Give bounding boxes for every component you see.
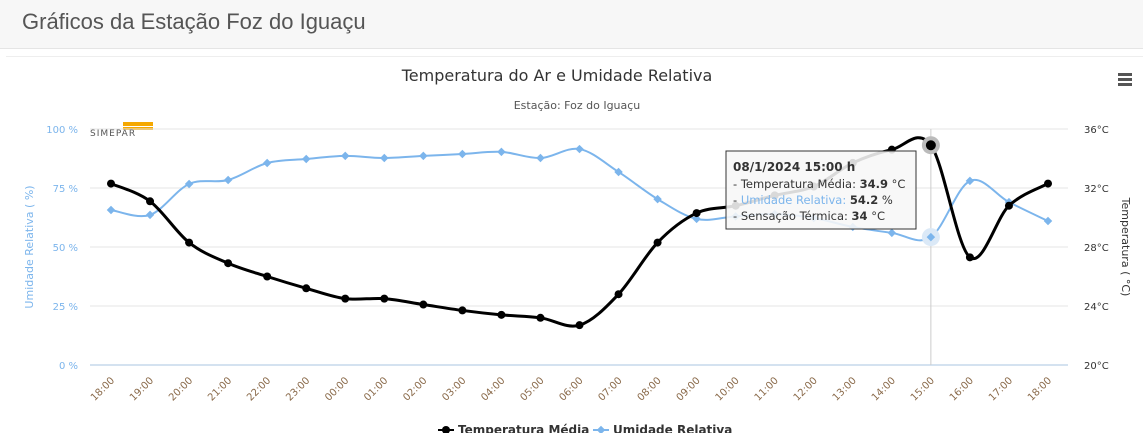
temperature-point[interactable] [146, 197, 155, 206]
humidity-point[interactable] [419, 151, 428, 161]
x-tick: 18:00 [89, 375, 117, 403]
humidity-point[interactable] [575, 144, 584, 154]
temperature-point[interactable] [1004, 201, 1013, 210]
y-right-tick: 36°C [1084, 125, 1109, 136]
temperature-point[interactable] [419, 300, 428, 309]
humidity-point[interactable] [145, 210, 155, 220]
x-tick: 19:00 [128, 375, 156, 403]
y-left-tick: 25 % [53, 302, 78, 313]
humidity-point[interactable] [223, 175, 233, 185]
temperature-point[interactable] [458, 306, 467, 315]
x-tick: 17:00 [987, 375, 1015, 403]
y-left-tick: 50 % [53, 243, 78, 254]
tooltip: 08/1/2024 15:00 h - Temperatura Média: 34… [725, 150, 917, 230]
x-tick: 15:00 [909, 375, 937, 403]
humidity-point[interactable] [341, 151, 350, 161]
tooltip-title: 08/1/2024 15:00 h [733, 160, 855, 174]
x-tick: 16:00 [948, 375, 976, 403]
logo-text: SIMEPAR [90, 129, 136, 139]
temperature-point[interactable] [614, 290, 623, 299]
temperature-point[interactable] [497, 310, 506, 319]
humidity-point[interactable] [380, 153, 389, 163]
temperature-point[interactable] [1044, 179, 1052, 188]
x-tick: 01:00 [362, 375, 390, 403]
x-tick: 10:00 [714, 375, 742, 403]
temperature-point[interactable] [653, 238, 662, 247]
x-tick: 21:00 [206, 375, 234, 403]
humidity-point[interactable] [262, 158, 272, 168]
y-right-tick: 24°C [1084, 302, 1109, 313]
tooltip-box [725, 150, 917, 230]
humidity-point[interactable] [458, 149, 467, 159]
page-title: Gráficos da Estação Foz do Iguaçu [22, 9, 366, 34]
temperature-point[interactable] [224, 259, 233, 268]
x-tick: 23:00 [284, 375, 312, 403]
x-tick: 04:00 [479, 375, 507, 403]
x-tick: 02:00 [401, 375, 429, 403]
y-left-tick: 75 % [53, 184, 78, 195]
tooltip-line: - Temperatura Média: 34.9 °C [733, 177, 905, 191]
y-left-tick: 100 % [46, 125, 78, 136]
humidity-point[interactable] [1043, 216, 1053, 226]
temperature-point[interactable] [263, 272, 272, 281]
x-tick: 12:00 [792, 375, 820, 403]
chart-subtitle: Estação: Foz do Iguaçu [514, 99, 641, 112]
temperature-point[interactable] [107, 179, 115, 188]
x-tick: 06:00 [557, 375, 585, 403]
temperature-point[interactable] [692, 209, 701, 218]
humidity-point[interactable] [497, 147, 506, 157]
humidity-point[interactable] [887, 228, 897, 238]
x-tick: 20:00 [167, 375, 195, 403]
y-right-tick: 20°C [1084, 361, 1109, 372]
temperature-point[interactable] [185, 238, 194, 247]
page-header: Gráficos da Estação Foz do Iguaçu [0, 0, 1143, 49]
tooltip-line: - Sensação Térmica: 34 °C [733, 209, 885, 223]
x-tick: 03:00 [440, 375, 468, 403]
temperature-point[interactable] [341, 294, 350, 303]
tooltip-line: - Umidade Relativa: 54.2 % [733, 193, 893, 207]
chart: Temperatura do Ar e Umidade Relativa Est… [23, 66, 1132, 437]
chart-title: Temperatura do Ar e Umidade Relativa [401, 66, 713, 85]
temperature-point[interactable] [965, 253, 974, 262]
logo: SIMEPAR [90, 122, 153, 139]
x-tick: 09:00 [675, 375, 703, 403]
y-right-tick: 28°C [1084, 243, 1109, 254]
x-tick: 18:00 [1026, 375, 1054, 403]
hamburger-icon[interactable] [1118, 73, 1132, 86]
temperature-point[interactable] [302, 284, 311, 293]
temperature-point[interactable] [536, 313, 545, 322]
x-tick: 08:00 [636, 375, 664, 403]
y-right-label: Temperatura ( °C) [1119, 197, 1132, 297]
y-left-label: Umidade Relativa ( %) [23, 185, 36, 308]
x-tick: 14:00 [870, 375, 898, 403]
x-tick: 05:00 [518, 375, 546, 403]
humidity-point[interactable] [536, 153, 545, 163]
x-tick: 00:00 [323, 375, 351, 403]
chart-panel: Temperatura do Ar e Umidade Relativa Est… [6, 56, 1143, 437]
y-left-tick: 0 % [59, 361, 78, 372]
x-tick: 13:00 [831, 375, 859, 403]
humidity-point[interactable] [301, 154, 311, 164]
x-tick: 07:00 [597, 375, 625, 403]
x-tick: 22:00 [245, 375, 273, 403]
humidity-point[interactable] [106, 205, 116, 215]
temperature-point[interactable] [380, 294, 389, 303]
y-right-tick: 32°C [1084, 184, 1109, 195]
humidity-point[interactable] [184, 179, 194, 189]
temperature-point[interactable] [575, 321, 584, 330]
temperature-point[interactable] [925, 140, 936, 151]
x-tick: 11:00 [753, 375, 781, 403]
